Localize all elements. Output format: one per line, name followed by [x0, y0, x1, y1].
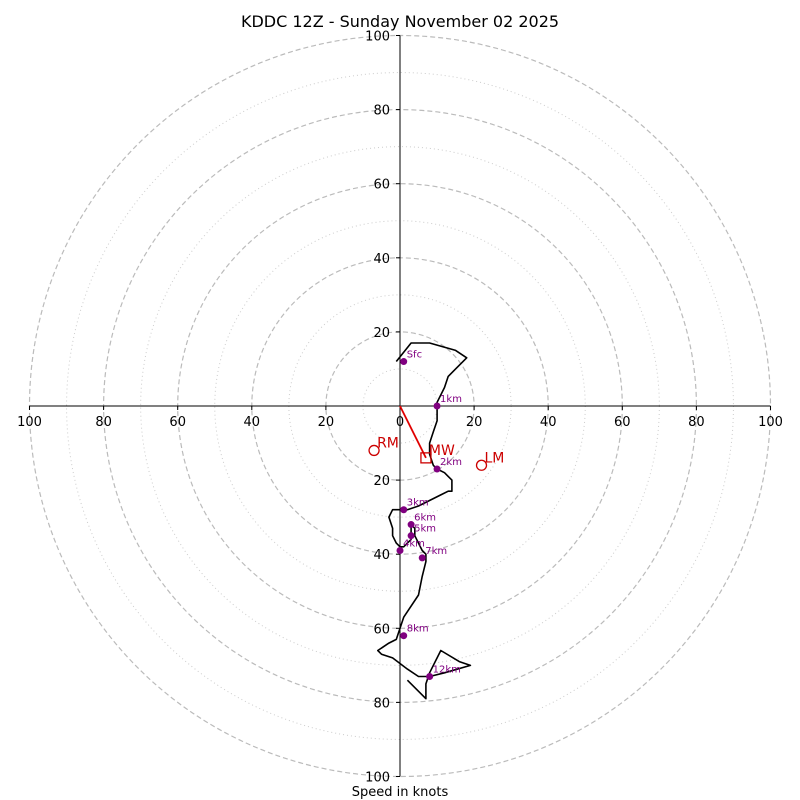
- height-label-3km: 3km: [407, 498, 429, 509]
- y-tick-label: 20: [373, 326, 390, 341]
- y-tick-label: 100: [365, 30, 390, 45]
- height-marker-3km: [400, 506, 408, 514]
- mean-wind-vector: [399, 405, 427, 459]
- height-marker-7km: [418, 554, 426, 562]
- x-axis-label: Speed in knots: [352, 785, 449, 800]
- chart-title: KDDC 12Z - Sunday November 02 2025: [241, 12, 559, 31]
- x-tick-label: 60: [169, 415, 186, 430]
- height-label-Sfc: Sfc: [407, 350, 422, 361]
- x-tick-label: 80: [95, 415, 112, 430]
- height-label-6km: 6km: [414, 513, 436, 524]
- y-tick-label: 100: [365, 771, 390, 786]
- x-tick-label: 40: [244, 415, 261, 430]
- x-tick-label: 60: [614, 415, 631, 430]
- x-tick-label: 0: [396, 415, 404, 430]
- height-label-5km: 5km: [414, 524, 436, 535]
- height-label-1km: 1km: [440, 394, 462, 405]
- storm-motion-label-LM: LM: [485, 450, 505, 466]
- y-tick-label: 60: [373, 622, 390, 637]
- height-marker-5km: [407, 532, 415, 540]
- height-label-8km: 8km: [407, 624, 429, 635]
- y-tick-label: 20: [373, 474, 390, 489]
- y-tick-label: 80: [373, 696, 390, 711]
- x-tick-label: 100: [758, 415, 783, 430]
- storm-motion-marker-MW: [420, 452, 432, 464]
- x-tick-label: 100: [17, 415, 42, 430]
- tick-labels: 100 80 60 40 20 0 20 40 60 80 100 100 80 60 40 20 20 40 60…: [17, 30, 783, 786]
- hodograph-line: [376, 342, 472, 700]
- height-label-4km: 4km: [403, 538, 425, 549]
- storm-motion-label-RM: RM: [377, 435, 399, 451]
- storm-motion-label-MW: MW: [429, 443, 455, 459]
- height-marker-Sfc: [400, 358, 408, 366]
- height-marker-6km: [407, 521, 415, 529]
- x-tick-label: 40: [540, 415, 557, 430]
- x-tick-label: 20: [318, 415, 335, 430]
- storm-motion-marker-LM: [475, 459, 488, 471]
- height-marker-8km: [400, 632, 408, 640]
- storm-motion-marker-RM: [368, 444, 380, 457]
- height-label-7km: 7km: [425, 546, 447, 557]
- hodograph-series: [376, 342, 472, 700]
- storm-motion-markers: RM LM MW: [368, 435, 505, 471]
- y-tick-label: 80: [373, 104, 390, 119]
- height-marker-2km: [433, 465, 441, 473]
- y-tick-label: 60: [373, 178, 390, 193]
- x-tick-label: 20: [466, 415, 483, 430]
- x-tick-label: 80: [688, 415, 705, 430]
- y-tick-label: 40: [373, 548, 390, 563]
- height-marker-4km: [396, 546, 404, 554]
- height-marker-12km: [426, 672, 434, 680]
- y-tick-label: 40: [373, 252, 390, 267]
- height-label-12km: 12km: [433, 664, 461, 675]
- height-label-2km: 2km: [440, 457, 462, 468]
- height-marker-1km: [433, 402, 441, 410]
